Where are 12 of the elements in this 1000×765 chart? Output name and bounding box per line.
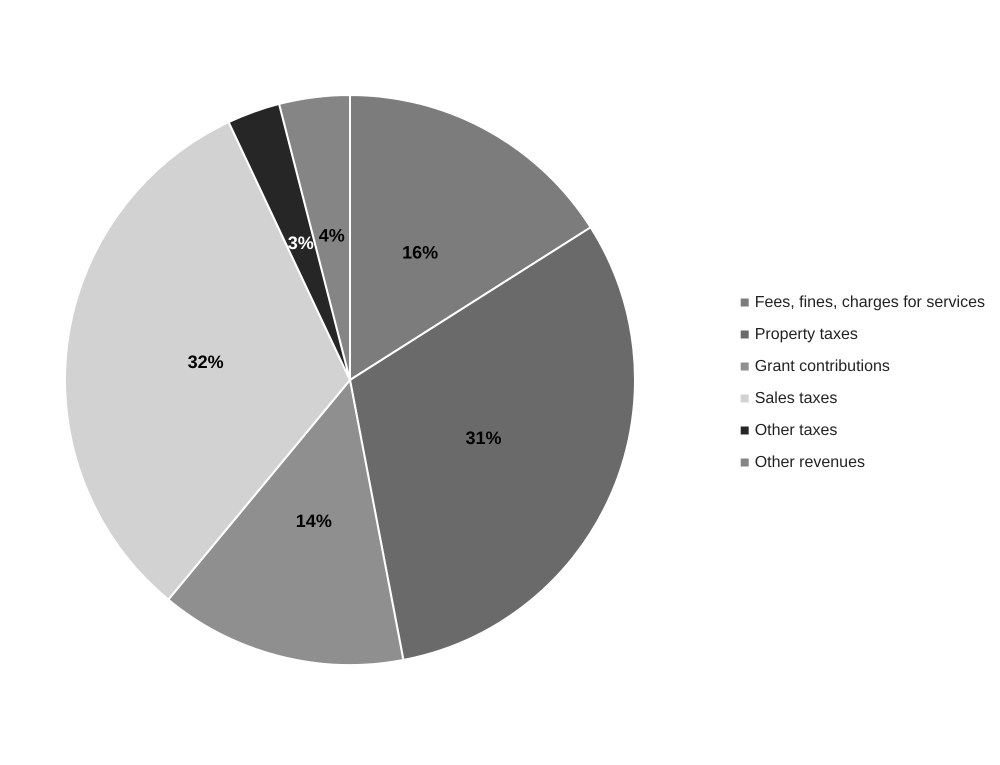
data-label: 4% xyxy=(318,226,345,246)
legend-label: Grant contributions xyxy=(754,358,890,375)
legend-label: Fees, fines, charges for services xyxy=(754,294,985,311)
legend-label: Property taxes xyxy=(754,326,858,343)
legend-label: Other taxes xyxy=(754,422,838,439)
data-label: 16% xyxy=(402,242,438,262)
data-label: 14% xyxy=(296,510,332,531)
data-label: 3% xyxy=(288,233,314,254)
legend-label: Sales taxes xyxy=(754,390,838,407)
data-label: 32% xyxy=(188,352,224,372)
data-label: 31% xyxy=(466,428,502,448)
legend-label: Other revenues xyxy=(754,454,865,471)
